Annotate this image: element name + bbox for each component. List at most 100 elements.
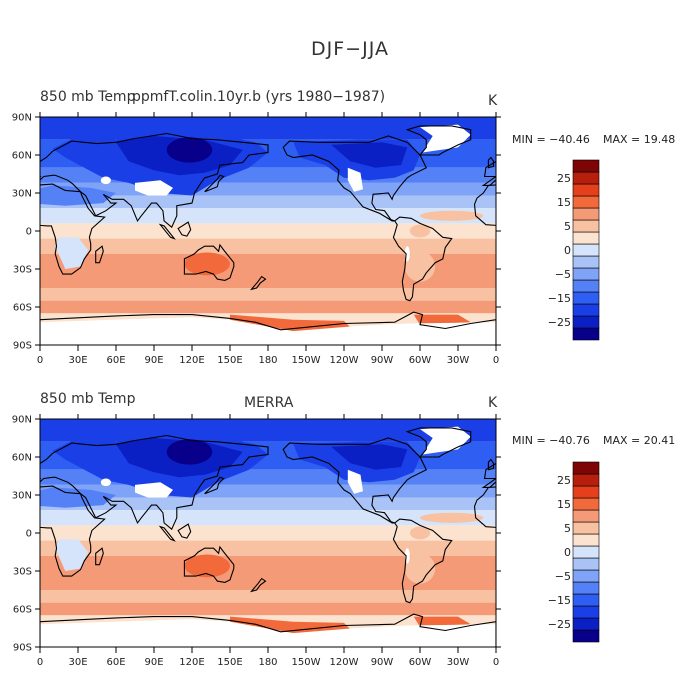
- colorbar-swatch: [572, 605, 600, 619]
- colorbar-swatch: [572, 243, 600, 257]
- coastline-borneo: [177, 221, 192, 237]
- field-band: [40, 602, 496, 616]
- lon-tick-label: 0: [37, 355, 43, 366]
- coastline-antarctica: [40, 311, 496, 345]
- coastline-north-america: [282, 135, 428, 222]
- coastline-south-america: [392, 518, 453, 604]
- lat-tick-label: 0: [26, 529, 32, 540]
- panel1-title-left: 850 mb Temp: [40, 89, 136, 105]
- map-panel-2: 90N 60N 30N 0 30S 60S 90S 0 30E 60E 90E 120E 150E 180…: [12, 414, 501, 668]
- lon-tick-label: 60W: [409, 355, 432, 366]
- coastline-japan: [204, 476, 225, 495]
- missing-antarctica: [40, 317, 496, 345]
- lon-tick-label: 90E: [144, 355, 163, 366]
- field-band: [40, 288, 496, 301]
- lon-tick-label: 180: [258, 657, 277, 668]
- colorbar-label: 5: [564, 220, 571, 233]
- colorbar-label: −15: [548, 594, 571, 607]
- missing-caspian: [100, 478, 111, 487]
- colorbar-swatch: [572, 581, 600, 595]
- field-africa-south: [55, 237, 89, 269]
- lat-tick-label: 90S: [13, 643, 32, 654]
- field-band: [40, 238, 496, 254]
- lon-tick-label: 60W: [409, 657, 432, 668]
- field-band: [40, 590, 496, 603]
- colorbar-label: 15: [557, 498, 571, 511]
- colorbar-swatch: [572, 195, 600, 209]
- colorbar-label: 25: [557, 474, 571, 487]
- lon-tick-label: 30W: [447, 657, 470, 668]
- coastline-new-zealand: [249, 577, 267, 593]
- colorbar-label: 5: [564, 522, 571, 535]
- lat-tick-label: 30S: [13, 567, 32, 578]
- colorbar-label: 0: [564, 546, 571, 559]
- field-cold-canada: [331, 142, 408, 168]
- field-warm-weddell: [413, 616, 471, 627]
- coastline-uk: [487, 156, 495, 169]
- field-warm-tasman: [242, 270, 268, 281]
- lat-tick-label: 30S: [13, 265, 32, 276]
- field-band: [40, 510, 496, 526]
- colorbar-swatch: [572, 291, 600, 305]
- lon-tick-label: 0: [493, 355, 499, 366]
- colorbar-swatch: [572, 303, 600, 317]
- lat-tick-label: 90N: [12, 113, 32, 124]
- missing-rockies: [347, 469, 363, 494]
- coastline-sumatra: [158, 223, 176, 240]
- field-warm-australia: [184, 554, 230, 578]
- field-band: [40, 117, 496, 140]
- missing-greenland: [420, 426, 471, 455]
- lon-tick-label: 0: [493, 657, 499, 668]
- coastline-south-america: [392, 216, 453, 302]
- lon-tick-label: 30E: [68, 657, 87, 668]
- colorbar-swatch: [572, 231, 600, 245]
- colorbar-swatch: [572, 533, 600, 547]
- figure-title: DJF−JJA: [311, 38, 389, 60]
- coastline-madagascar: [95, 245, 104, 264]
- lon-tick-label: 90W: [371, 657, 394, 668]
- coastline-japan: [204, 174, 225, 193]
- colorbar-swatch: [572, 485, 600, 499]
- colorbar-swatch: [572, 255, 600, 269]
- colorbar-swatch: [572, 219, 600, 233]
- field-warm-amazon: [409, 224, 431, 238]
- colorbar-label: 25: [557, 172, 571, 185]
- panel2-title-left: 850 mb Temp: [40, 391, 136, 407]
- lat-tick-label: 30N: [12, 491, 32, 502]
- field-cold-sahara: [40, 487, 116, 508]
- colorbar-swatch: [572, 473, 600, 487]
- lat-tick-label: 60S: [13, 605, 32, 616]
- colorbar-swatch: [572, 207, 600, 221]
- coastline-greenland: [405, 427, 472, 458]
- field-layer: [40, 117, 496, 345]
- missing-tibet: [135, 180, 173, 196]
- lon-tick-label: 150W: [292, 657, 321, 668]
- lon-tick-label: 30W: [447, 355, 470, 366]
- lat-tick-label: 60S: [13, 303, 32, 314]
- colorbar-swatch: [572, 629, 600, 643]
- panel2-title-center: MERRA: [244, 395, 294, 411]
- panel1-units: K: [488, 93, 498, 109]
- field-warm-atlantic: [420, 512, 484, 523]
- colorbar-swatch: [572, 509, 600, 523]
- panel1-max: MAX = 19.48: [603, 133, 676, 146]
- missing-antarctica: [40, 619, 496, 647]
- lon-tick-label: 120W: [330, 657, 359, 668]
- colorbar-swatch: [572, 279, 600, 293]
- field-band: [40, 540, 496, 556]
- colorbar-swatch: [572, 315, 600, 329]
- missing-greenland: [420, 124, 471, 153]
- field-warm-amazon: [409, 526, 431, 540]
- field-coldest-core: [166, 137, 213, 163]
- colorbar-swatch: [572, 593, 600, 607]
- coastline-new-zealand: [249, 275, 267, 291]
- lon-tick-label: 120E: [179, 355, 204, 366]
- field-africa-south: [55, 539, 89, 571]
- coastline-australia: [183, 545, 235, 583]
- coastline-greenland: [405, 125, 472, 156]
- panel2-units: K: [488, 395, 498, 411]
- lon-tick-label: 60E: [106, 657, 125, 668]
- field-warm-samerica: [404, 553, 436, 584]
- field-warm-tasman: [242, 572, 268, 583]
